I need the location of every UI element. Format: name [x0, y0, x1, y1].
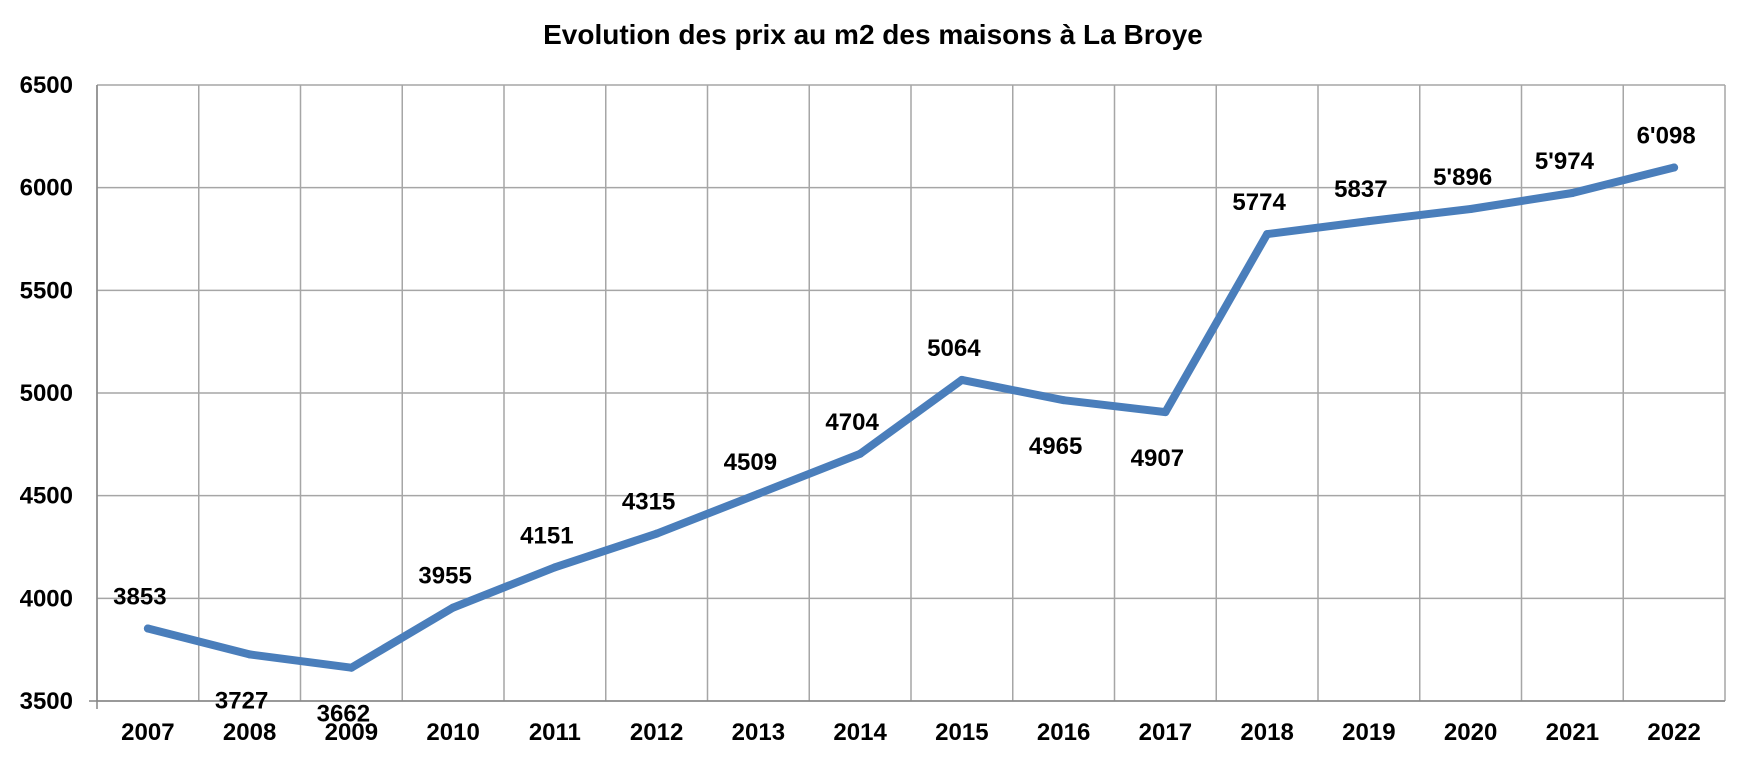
x-tick-label: 2016 — [1037, 719, 1090, 746]
axes: 3500 4000 4500 5000 5500 6000 6500 2007 2008 2009… — [20, 72, 1725, 746]
x-tick-label: 2009 — [325, 719, 378, 746]
data-point — [1059, 396, 1068, 405]
x-tick-label: 2014 — [833, 719, 887, 746]
data-label: 3662 — [317, 701, 370, 728]
data-label: 4907 — [1131, 445, 1184, 472]
data-point — [347, 663, 356, 672]
data-label: 6'098 — [1637, 123, 1696, 150]
data-label: 3955 — [418, 563, 471, 590]
data-label: 5774 — [1232, 189, 1286, 216]
data-label: 3727 — [215, 687, 268, 714]
x-tick-label: 2022 — [1647, 719, 1700, 746]
data-point — [245, 650, 254, 659]
data-label: 4965 — [1029, 433, 1082, 460]
y-tick-label: 6500 — [20, 72, 73, 99]
x-tick-label: 2020 — [1444, 719, 1497, 746]
data-label: 4315 — [622, 489, 675, 516]
x-tick-label: 2012 — [630, 719, 683, 746]
data-point — [1263, 230, 1272, 239]
x-tick-label: 2007 — [121, 719, 174, 746]
data-point — [957, 375, 966, 384]
data-label: 4509 — [724, 449, 777, 476]
x-tick-label: 2015 — [935, 719, 988, 746]
series-line — [143, 163, 1679, 672]
y-tick-label: 5500 — [20, 277, 73, 304]
x-tick-label: 2013 — [732, 719, 785, 746]
data-labels: 3853 3727 3662 3955 4151 4315 4509 4704 5064 4965… — [113, 123, 1696, 728]
data-point — [143, 624, 152, 633]
data-label: 3853 — [113, 584, 166, 611]
x-tick-label: 2019 — [1342, 719, 1395, 746]
data-label: 4704 — [825, 409, 879, 436]
x-tick-label: 2011 — [529, 719, 581, 746]
y-tick-label: 4000 — [20, 585, 73, 612]
gridlines — [96, 84, 1726, 702]
data-label: 5'896 — [1433, 164, 1492, 191]
data-label: 5837 — [1334, 176, 1387, 203]
x-tick-label: 2017 — [1139, 719, 1192, 746]
data-label: 5'974 — [1535, 148, 1595, 175]
data-point — [1364, 217, 1373, 226]
data-point — [1670, 163, 1679, 172]
y-tick-label: 5000 — [20, 380, 73, 407]
x-tick-label: 2018 — [1240, 719, 1293, 746]
x-tick-label: 2008 — [223, 719, 276, 746]
x-tick-label: 2021 — [1546, 719, 1599, 746]
data-point — [1466, 205, 1475, 214]
series-line-group — [143, 163, 1679, 672]
data-point — [652, 529, 661, 538]
data-point — [550, 563, 559, 572]
y-tick-label: 6000 — [20, 175, 73, 202]
data-label: 4151 — [520, 522, 573, 549]
chart-title: Evolution des prix au m2 des maisons à L… — [543, 19, 1203, 50]
data-point — [1161, 408, 1170, 417]
data-point — [856, 449, 865, 458]
data-point — [1568, 189, 1577, 198]
data-point — [449, 603, 458, 612]
data-point — [754, 489, 763, 498]
y-tick-label: 4500 — [20, 483, 73, 510]
data-label: 5064 — [927, 335, 981, 362]
y-tick-label: 3500 — [20, 688, 73, 715]
x-tick-label: 2010 — [426, 719, 479, 746]
